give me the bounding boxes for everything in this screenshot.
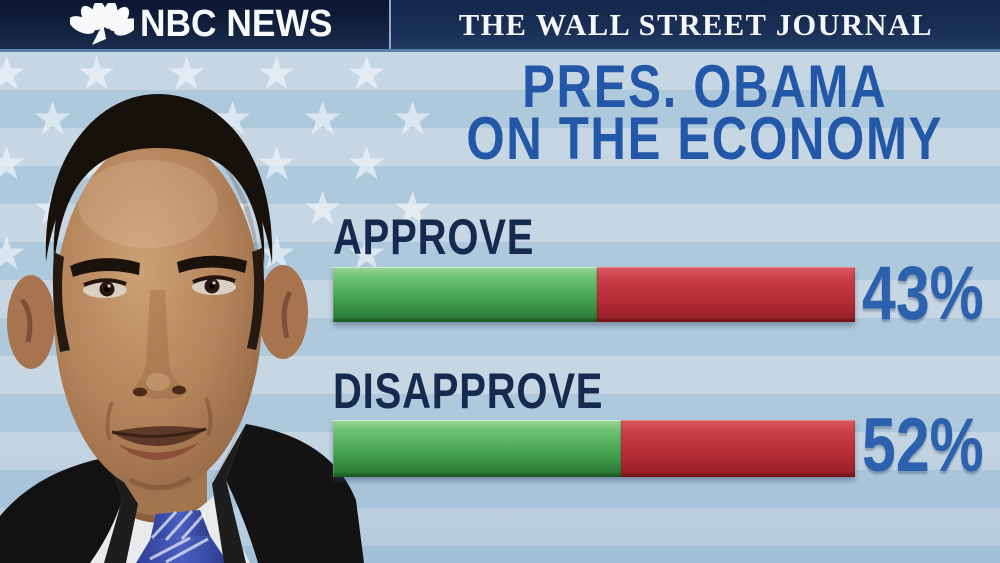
- poll-title-line2: ON THE ECONOMY: [466, 105, 944, 172]
- wsj-branding: THE WALL STREET JOURNAL: [389, 0, 1000, 49]
- flag-star-icon: ★: [346, 137, 388, 189]
- disapprove-label-text: DISAPPROVE: [333, 363, 604, 419]
- approve-bar-red-segment: [596, 267, 855, 322]
- approve-label: APPROVE: [333, 212, 585, 262]
- poll-title-line1: PRES. OBAMA: [522, 53, 888, 120]
- approve-percentage-text: 43%: [862, 251, 984, 336]
- wsj-wordmark: THE WALL STREET JOURNAL: [458, 6, 933, 42]
- flag-star-icon: ★: [302, 92, 344, 144]
- disapprove-bar: [333, 420, 855, 477]
- disapprove-bar-red-segment: [621, 420, 855, 477]
- disapprove-percentage: 52%: [862, 408, 1000, 484]
- flag-star-icon: ★: [0, 137, 28, 189]
- disapprove-label: DISAPPROVE: [333, 366, 671, 416]
- flag-star-icon: ★: [256, 137, 298, 189]
- flag-star-icon: ★: [0, 52, 28, 99]
- flag-star-icon: ★: [302, 182, 344, 234]
- nbc-news-branding: NBC NEWS: [0, 0, 389, 49]
- flag-star-icon: ★: [76, 52, 118, 99]
- poll-title: PRES. OBAMA ON THE ECONOMY: [400, 53, 1000, 172]
- nbc-news-wordmark: NBC NEWS: [140, 3, 333, 45]
- obama-portrait-photo: [0, 94, 364, 563]
- approve-bar: [333, 267, 855, 322]
- flag-star-icon: ★: [166, 52, 208, 99]
- approve-bar-green-segment: [333, 267, 597, 322]
- flag-star-icon: ★: [346, 52, 388, 99]
- approve-percentage: 43%: [862, 256, 1000, 332]
- disapprove-bar-green-segment: [333, 420, 622, 477]
- approve-label-text: APPROVE: [333, 209, 535, 265]
- flag-star-icon: ★: [392, 182, 434, 234]
- network-header-bar: NBC NEWS THE WALL STREET JOURNAL: [0, 0, 1000, 52]
- nbc-peacock-icon: [70, 2, 134, 45]
- flag-star-icon: ★: [0, 227, 28, 279]
- flag-star-icon: ★: [392, 92, 434, 144]
- disapprove-percentage-text: 52%: [862, 403, 984, 488]
- flag-star-icon: ★: [256, 52, 298, 99]
- flag-star-icon: ★: [32, 92, 74, 144]
- flag-background: ★★★★★★★★★★★★★★★★★★★★★★★★★: [0, 52, 1000, 563]
